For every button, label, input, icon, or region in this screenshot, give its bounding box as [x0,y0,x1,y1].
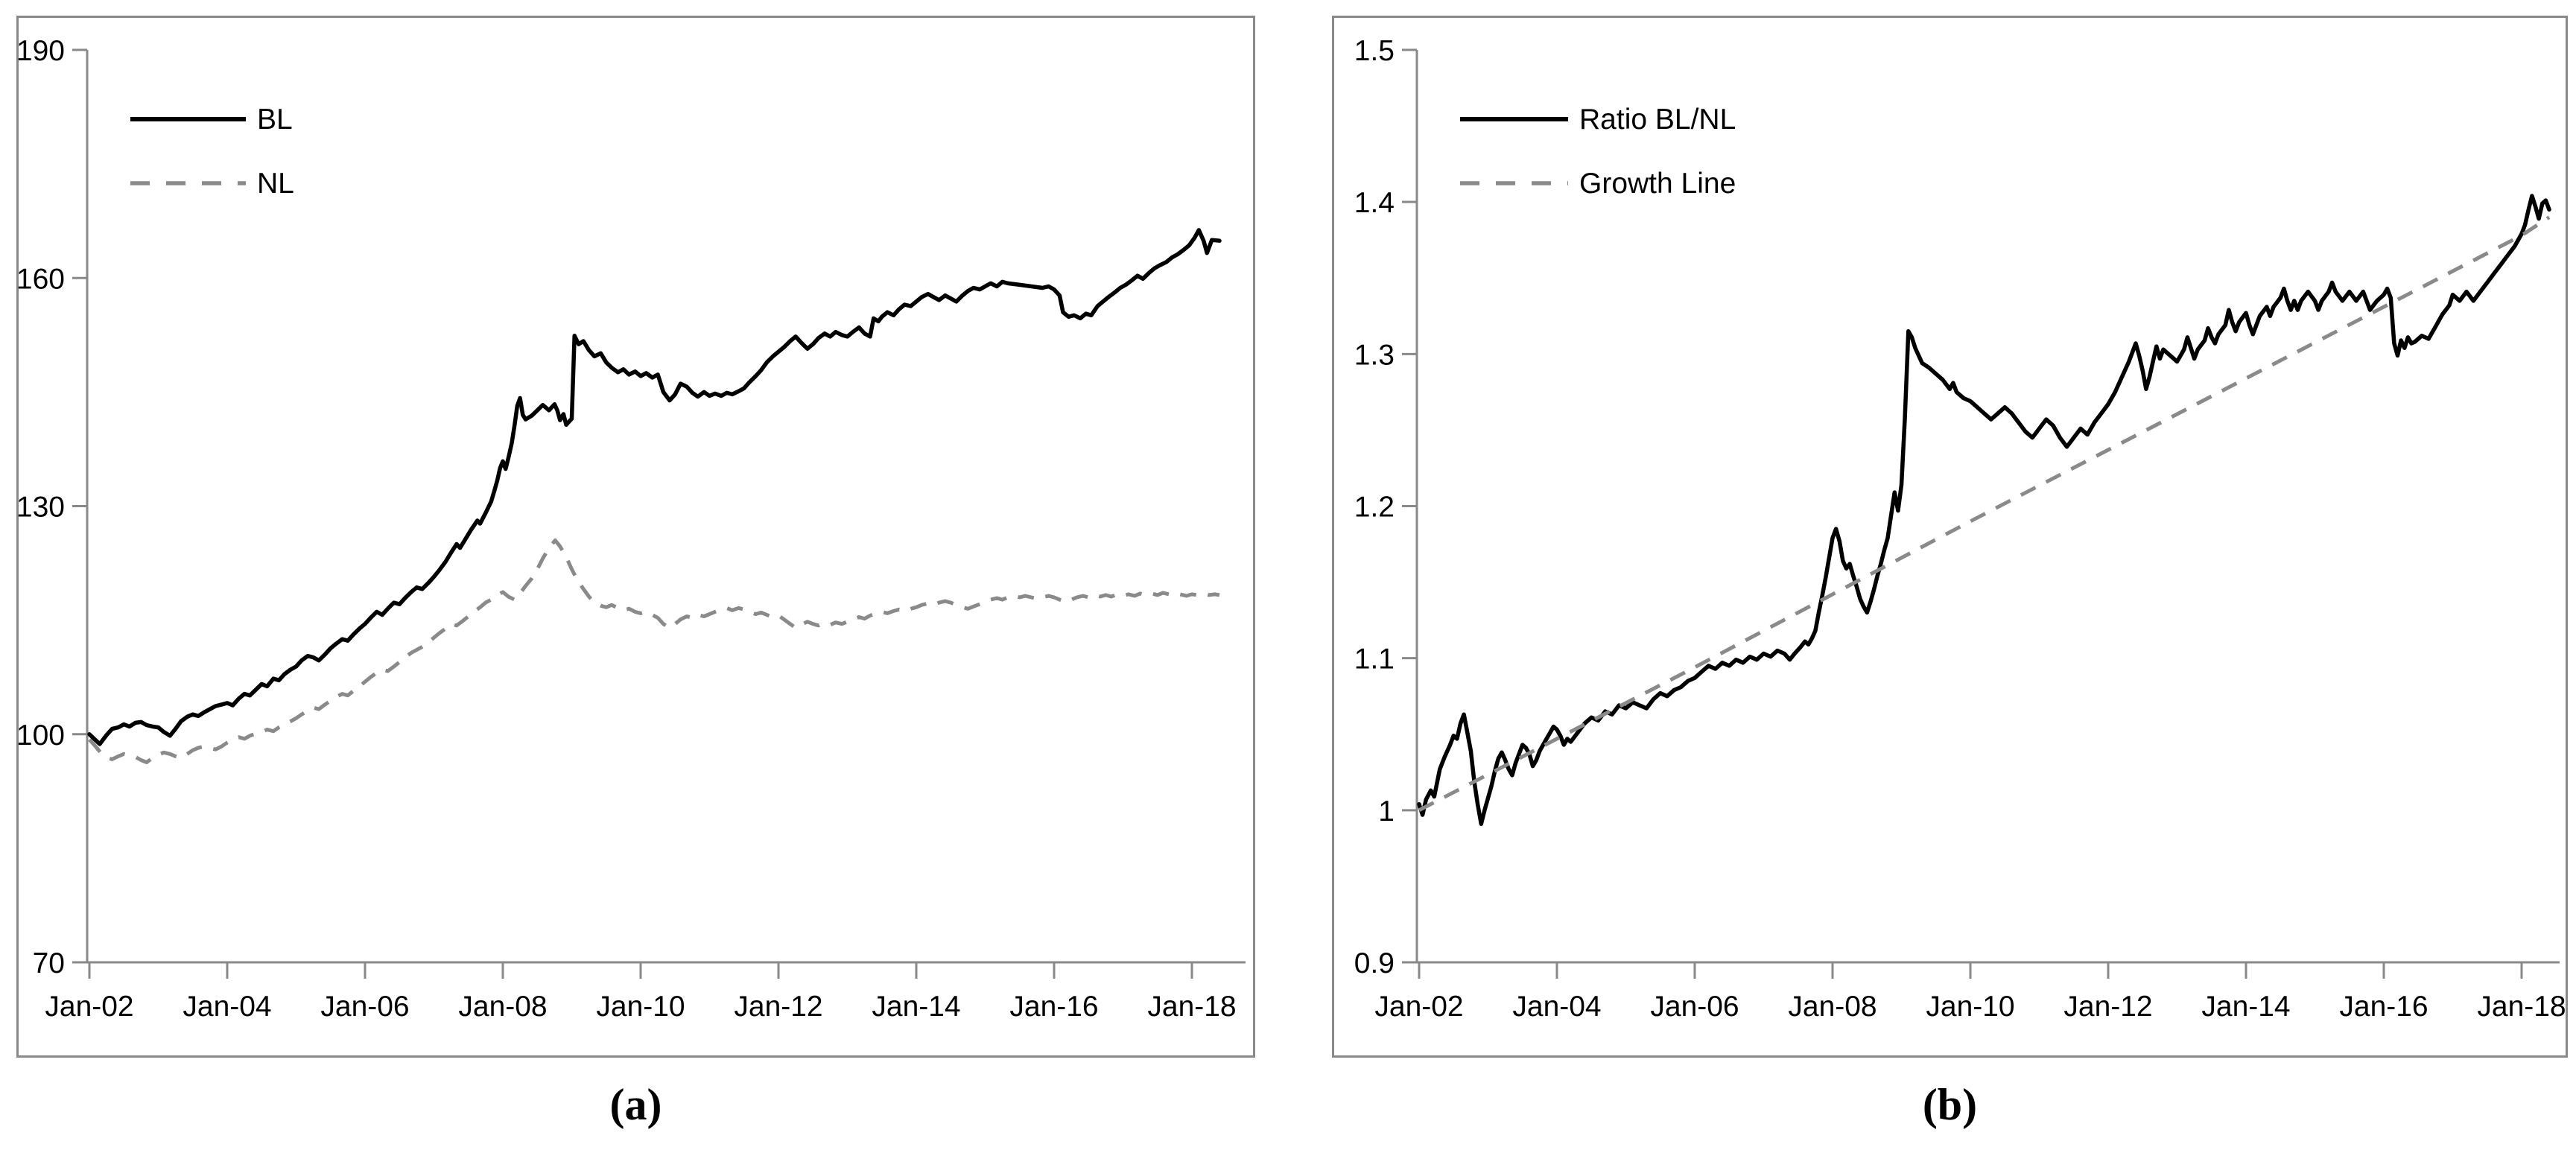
series-line-ratio-bl-nl [1417,194,2551,826]
chart-frame [1332,16,2568,1058]
y-tick-label: 160 [16,263,65,295]
x-tick-label: Jan-16 [1009,991,1098,1023]
x-tick-label: Jan-02 [1374,991,1463,1023]
x-tick-label: Jan-16 [2339,991,2428,1023]
y-tick-label: 70 [33,947,65,979]
y-tick-label: 190 [16,35,65,67]
x-tick-label: Jan-06 [320,991,409,1023]
legend-label: NL [257,168,294,200]
x-tick-label: Jan-02 [45,991,133,1023]
series-line-nl [88,538,1220,764]
chart-a-svg: 190 160 130 100 70 Jan-02 Jan-04 Jan-06 Jan-08 Ja… [16,16,1255,1058]
x-tick-label: Jan-08 [1788,991,1877,1023]
x-tick-label: Jan-14 [2201,991,2290,1023]
x-tick-label: Jan-08 [458,991,547,1023]
x-tick-label: Jan-18 [1147,991,1236,1023]
y-tick-label: 1.1 [1354,644,1395,676]
x-tick-label: Jan-18 [2477,991,2566,1023]
series-line-growth-line [1418,215,2551,813]
y-tick-label: 1.2 [1354,492,1395,524]
y-tick-label: 130 [16,492,65,524]
y-tick-label: 1.4 [1354,187,1395,219]
x-tick-label: Jan-06 [1650,991,1739,1023]
x-tick-label: Jan-14 [872,991,960,1023]
legend-label: Ratio BL/NL [1579,104,1736,136]
x-tick-label: Jan-12 [2063,991,2152,1023]
caption-b: (b) [1922,1079,1978,1129]
legend-label: BL [257,104,293,136]
y-tick-label: 1 [1378,795,1395,827]
series-line-bl [87,228,1222,746]
chart-panel-a: 190 160 130 100 70 Jan-02 Jan-04 Jan-06 Jan-08 Ja… [16,16,1255,1058]
y-tick-label: 0.9 [1354,947,1395,979]
chart-panel-b: 1.5 1.4 1.3 1.2 1.1 1 0.9 Jan-02 Jan-04 Jan-06 Jan… [1332,16,2568,1058]
y-tick-label: 1.5 [1354,35,1395,67]
x-tick-label: Jan-04 [1512,991,1601,1023]
y-tick-label: 100 [16,719,65,752]
chart-frame [16,16,1255,1058]
x-tick-label: Jan-10 [596,991,685,1023]
x-tick-label: Jan-12 [734,991,822,1023]
chart-b-svg: 1.5 1.4 1.3 1.2 1.1 1 0.9 Jan-02 Jan-04 Jan-06 Jan… [1332,16,2568,1058]
y-tick-label: 1.3 [1354,339,1395,371]
caption-a: (a) [609,1079,662,1129]
x-tick-label: Jan-10 [1926,991,2014,1023]
legend-label: Growth Line [1579,168,1736,200]
x-tick-label: Jan-04 [183,991,271,1023]
